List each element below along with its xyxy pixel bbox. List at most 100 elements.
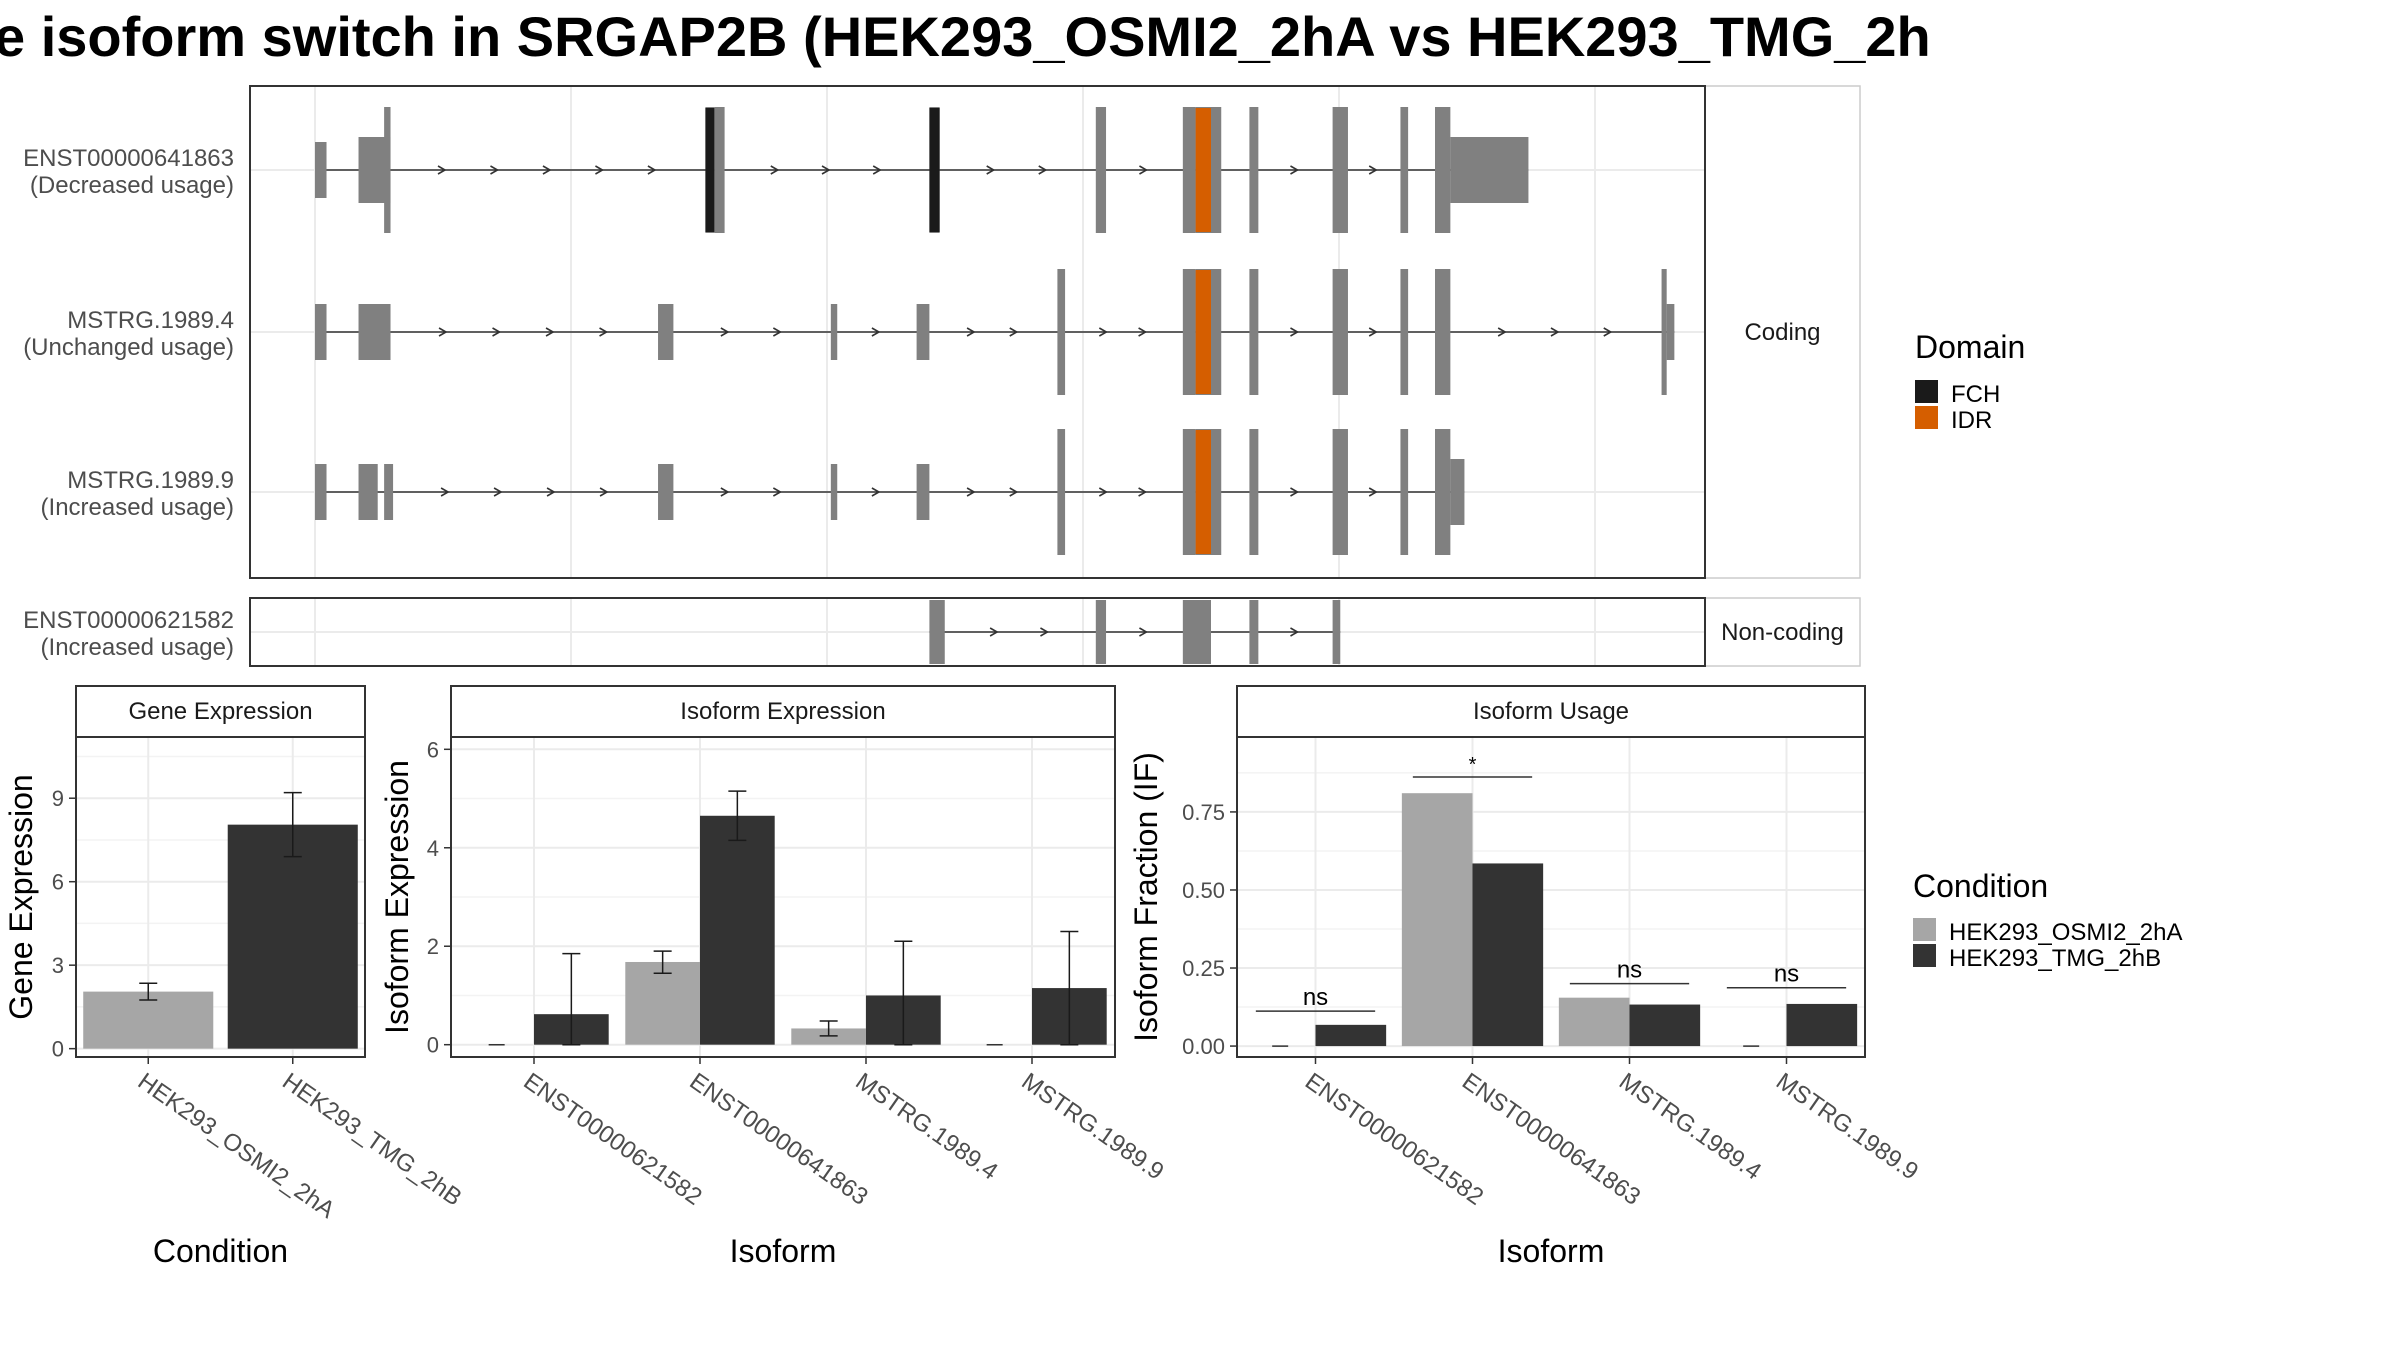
bar: [1472, 863, 1544, 1047]
exon-block: [1661, 269, 1667, 395]
y-axis-title: Gene Expression: [3, 774, 39, 1019]
bar: [1558, 997, 1630, 1047]
intron-direction-arrow: [1139, 627, 1149, 637]
intron-direction-arrow: [1009, 327, 1019, 337]
intron-direction-arrow: [872, 165, 882, 175]
intron-direction-arrow: [770, 165, 780, 175]
domain-legend: Domain FCH IDR: [1915, 329, 2025, 434]
exon-block: [830, 464, 838, 520]
intron-direction-arrow: [1550, 327, 1560, 337]
significance-label: ns: [1617, 957, 1642, 984]
intron-direction-arrow: [546, 487, 556, 497]
osmi2-swatch: [1913, 918, 1936, 941]
fch-domain-block: [705, 108, 715, 232]
condition-legend: Condition HEK293_OSMI2_2hA HEK293_TMG_2h…: [1913, 868, 2182, 972]
exon-block: [916, 464, 930, 520]
plot-frame: [1236, 736, 1866, 1058]
exon-block: [1435, 107, 1451, 233]
intron-direction-arrow: [1138, 487, 1148, 497]
exon-block: [830, 304, 838, 360]
x-tick-label: ENST00000641863: [685, 1068, 873, 1211]
exon-block: [1182, 600, 1211, 664]
intron-direction-arrow: [1290, 627, 1300, 637]
exon-block: [1249, 429, 1259, 555]
tmg-legend-label: HEK293_TMG_2hB: [1949, 945, 2161, 972]
exon-block: [1332, 269, 1348, 395]
exon-block: [315, 142, 327, 198]
exon-block: [1666, 304, 1675, 360]
transcript-usage-label: (Decreased usage): [30, 172, 234, 199]
facet-strip: [75, 685, 366, 738]
x-tick-label: MSTRG.1989.9: [1771, 1068, 1923, 1186]
exon-block: [658, 464, 674, 520]
intron-direction-arrow: [1497, 327, 1507, 337]
exon-block: [358, 464, 378, 520]
intron-direction-arrow: [493, 487, 503, 497]
intron-direction-arrow: [1290, 487, 1300, 497]
y-axis-title: Isoform Expression: [379, 760, 415, 1034]
intron-direction-arrow: [1368, 165, 1378, 175]
exon-block: [384, 464, 394, 520]
y-tick-label: 0: [52, 1037, 64, 1062]
y-axis-title: Isoform Fraction (IF): [1128, 752, 1164, 1042]
y-tick-label: 3: [52, 953, 64, 978]
bar: [227, 824, 358, 1049]
y-tick-label: 0.75: [1182, 800, 1225, 825]
figure-title: e isoform switch in SRGAP2B (HEK293_OSMI…: [0, 5, 1931, 68]
intron-direction-arrow: [599, 487, 609, 497]
x-tick-label: MSTRG.1989.4: [851, 1068, 1003, 1186]
y-tick-label: 2: [427, 934, 439, 959]
intron-direction-arrow: [1040, 627, 1050, 637]
chart-title: Isoform Expression: [680, 698, 885, 725]
exon-block: [1450, 459, 1465, 525]
bar: [1401, 793, 1473, 1047]
intron-direction-arrow: [966, 327, 976, 337]
domain-legend-title: Domain: [1915, 329, 2025, 365]
exon-block: [1450, 137, 1529, 203]
exon-block: [1182, 429, 1196, 555]
transcript-id-label: MSTRG.1989.4: [67, 307, 234, 334]
x-axis-title: Isoform: [730, 1233, 837, 1269]
exon-block: [1332, 429, 1348, 555]
exon-block: [1332, 107, 1348, 233]
intron-direction-arrow: [437, 165, 447, 175]
intron-direction-arrow: [720, 487, 730, 497]
intron-direction-arrow: [986, 165, 996, 175]
noncoding-facet-strip: [1704, 597, 1861, 667]
y-tick-label: 0.25: [1182, 956, 1225, 981]
intron-direction-arrow: [1368, 487, 1378, 497]
transcript-usage-label: (Increased usage): [41, 634, 234, 661]
intron-direction-arrow: [1098, 327, 1108, 337]
exon-block: [1400, 269, 1409, 395]
chart-title: Gene Expression: [128, 698, 312, 725]
exon-block: [1057, 269, 1066, 395]
exon-block: [658, 304, 674, 360]
coding-facet-strip: [1704, 85, 1861, 579]
plot-area: [1237, 737, 1865, 1057]
x-tick-label: MSTRG.1989.9: [1017, 1068, 1169, 1186]
exon-block: [315, 464, 327, 520]
exon-block: [384, 107, 391, 233]
intron-direction-arrow: [966, 487, 976, 497]
fch-legend-label: FCH: [1951, 381, 2000, 408]
significance-label: ns: [1774, 961, 1799, 988]
transcript-id-label: ENST00000641863: [23, 145, 234, 172]
exon-block: [1182, 107, 1196, 233]
exon-block: [1400, 107, 1409, 233]
transcript-usage-label: (Unchanged usage): [23, 334, 234, 361]
intron-direction-arrow: [989, 627, 999, 637]
bar: [1629, 1004, 1701, 1047]
transcript-structure-panel: Coding Non-coding ENST00000641863(Decrease…: [23, 85, 1861, 667]
exon-block: [1435, 269, 1451, 395]
exon-block: [1057, 429, 1066, 555]
intron-direction-arrow: [647, 165, 657, 175]
exon-block: [315, 304, 327, 360]
x-axis-title: Condition: [153, 1233, 288, 1269]
intron-direction-arrow: [440, 487, 450, 497]
idr-legend-label: IDR: [1951, 407, 1992, 434]
significance-label: ns: [1303, 984, 1328, 1011]
intron-direction-arrow: [595, 165, 605, 175]
y-tick-label: 6: [52, 870, 64, 895]
x-axis-title: Isoform: [1498, 1233, 1605, 1269]
bar: [1315, 1024, 1387, 1047]
